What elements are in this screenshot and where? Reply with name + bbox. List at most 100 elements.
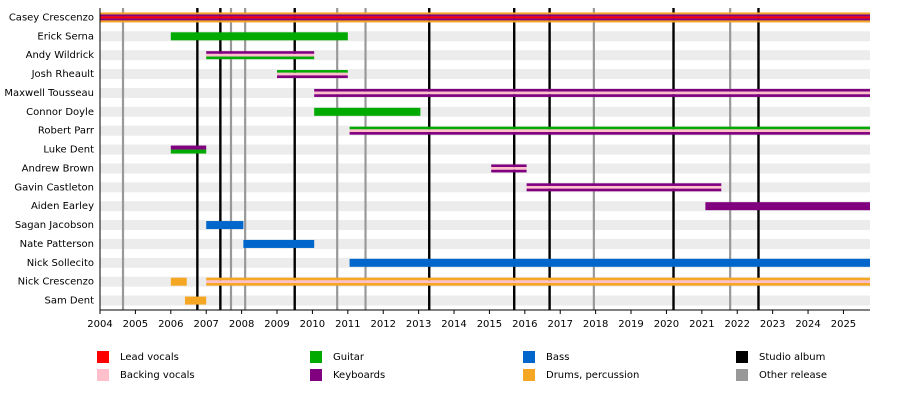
member-bar <box>349 258 871 267</box>
member-bar <box>206 277 870 286</box>
role-stripe <box>526 183 722 186</box>
role-stripe <box>349 126 871 130</box>
role-stripe <box>526 185 722 189</box>
role-stripe <box>277 72 348 76</box>
x-tick-label: 2012 <box>370 319 395 330</box>
x-tick-label: 2017 <box>548 319 573 330</box>
role-stripe <box>206 277 870 281</box>
row-band <box>100 163 870 174</box>
legend-swatch <box>523 351 535 363</box>
row-band <box>100 182 870 193</box>
x-tick-label: 2021 <box>689 319 714 330</box>
role-stripe <box>170 277 187 286</box>
role-stripe <box>349 129 871 133</box>
legend-swatch <box>97 369 109 381</box>
member-bar <box>705 202 870 211</box>
role-stripe <box>206 51 315 54</box>
x-tick-label: 2006 <box>158 319 183 330</box>
x-tick-label: 2022 <box>725 319 750 330</box>
role-stripe <box>349 132 871 135</box>
role-stripe <box>314 94 870 97</box>
role-stripe <box>491 169 527 173</box>
row-band <box>100 220 870 231</box>
member-bar <box>277 70 348 79</box>
role-stripe <box>206 53 315 57</box>
x-tick-label: 2008 <box>229 319 254 330</box>
legend-label: Other release <box>759 370 827 381</box>
row-band <box>100 50 870 61</box>
x-tick-label: 2015 <box>477 319 502 330</box>
member-name: Andrew Brown <box>22 163 94 174</box>
x-tick-label: 2014 <box>441 319 466 330</box>
member-name: Erick Serna <box>37 31 94 42</box>
role-stripe <box>184 296 207 305</box>
legend-swatch <box>736 369 748 381</box>
member-name: Casey Crescenzo <box>9 12 94 23</box>
member-bar <box>349 126 871 135</box>
legend-label: Bass <box>546 352 569 363</box>
member-name: Josh Rheault <box>31 69 94 80</box>
legend-label: Keyboards <box>333 370 385 381</box>
member-bar <box>206 221 244 230</box>
x-tick-label: 2005 <box>123 319 148 330</box>
role-stripe <box>314 88 870 92</box>
role-stripe <box>100 16 870 19</box>
role-stripe <box>705 202 870 211</box>
role-stripe <box>100 18 870 21</box>
legend-swatch <box>523 369 535 381</box>
x-tick-label: 2009 <box>264 319 289 330</box>
legend-swatch <box>310 351 322 363</box>
legend-label: Backing vocals <box>120 370 195 381</box>
x-tick-label: 2007 <box>193 319 218 330</box>
member-name: Connor Doyle <box>26 107 94 118</box>
row-band <box>100 144 870 155</box>
role-stripe <box>314 107 421 116</box>
legend-swatch <box>97 351 109 363</box>
row-band <box>100 31 870 42</box>
role-stripe <box>100 20 870 23</box>
role-stripe <box>170 149 207 154</box>
member-name: Andy Wildrick <box>26 50 95 61</box>
member-name: Aiden Earley <box>31 201 94 212</box>
legend-swatch <box>736 351 748 363</box>
member-name: Robert Parr <box>38 126 95 137</box>
member-bar <box>170 145 207 154</box>
x-tick-label: 2019 <box>618 319 643 330</box>
member-name: Sagan Jacobson <box>15 220 94 231</box>
role-stripe <box>206 283 870 286</box>
legend-label: Lead vocals <box>120 352 179 363</box>
role-stripe <box>100 14 870 17</box>
row-band <box>100 201 870 212</box>
x-tick-label: 2010 <box>300 319 325 330</box>
member-bar <box>170 277 187 286</box>
x-tick-label: 2020 <box>654 319 679 330</box>
member-bar <box>526 183 722 192</box>
legend-swatch <box>310 369 322 381</box>
member-bar <box>184 296 207 305</box>
legend-label: Guitar <box>333 352 365 363</box>
role-stripe <box>277 70 348 73</box>
role-stripe <box>526 188 722 192</box>
member-bar <box>314 107 421 116</box>
x-tick-label: 2016 <box>512 319 537 330</box>
x-tick-label: 2025 <box>831 319 856 330</box>
role-stripe <box>206 221 244 230</box>
row-band <box>100 106 870 117</box>
x-tick-label: 2011 <box>335 319 360 330</box>
member-name: Nate Patterson <box>20 239 94 250</box>
member-name: Nick Sollecito <box>27 258 94 269</box>
role-stripe <box>314 91 870 95</box>
role-stripe <box>491 167 527 170</box>
role-stripe <box>170 32 348 41</box>
member-name: Gavin Castleton <box>14 182 94 193</box>
role-stripe <box>491 164 527 168</box>
x-tick-label: 2013 <box>406 319 431 330</box>
member-bar <box>491 164 527 173</box>
member-bar <box>243 239 315 248</box>
legend-label: Drums, percussion <box>546 370 639 381</box>
role-stripe <box>243 239 315 248</box>
x-tick-label: 2024 <box>795 319 820 330</box>
role-stripe <box>100 12 870 15</box>
x-tick-label: 2023 <box>760 319 785 330</box>
